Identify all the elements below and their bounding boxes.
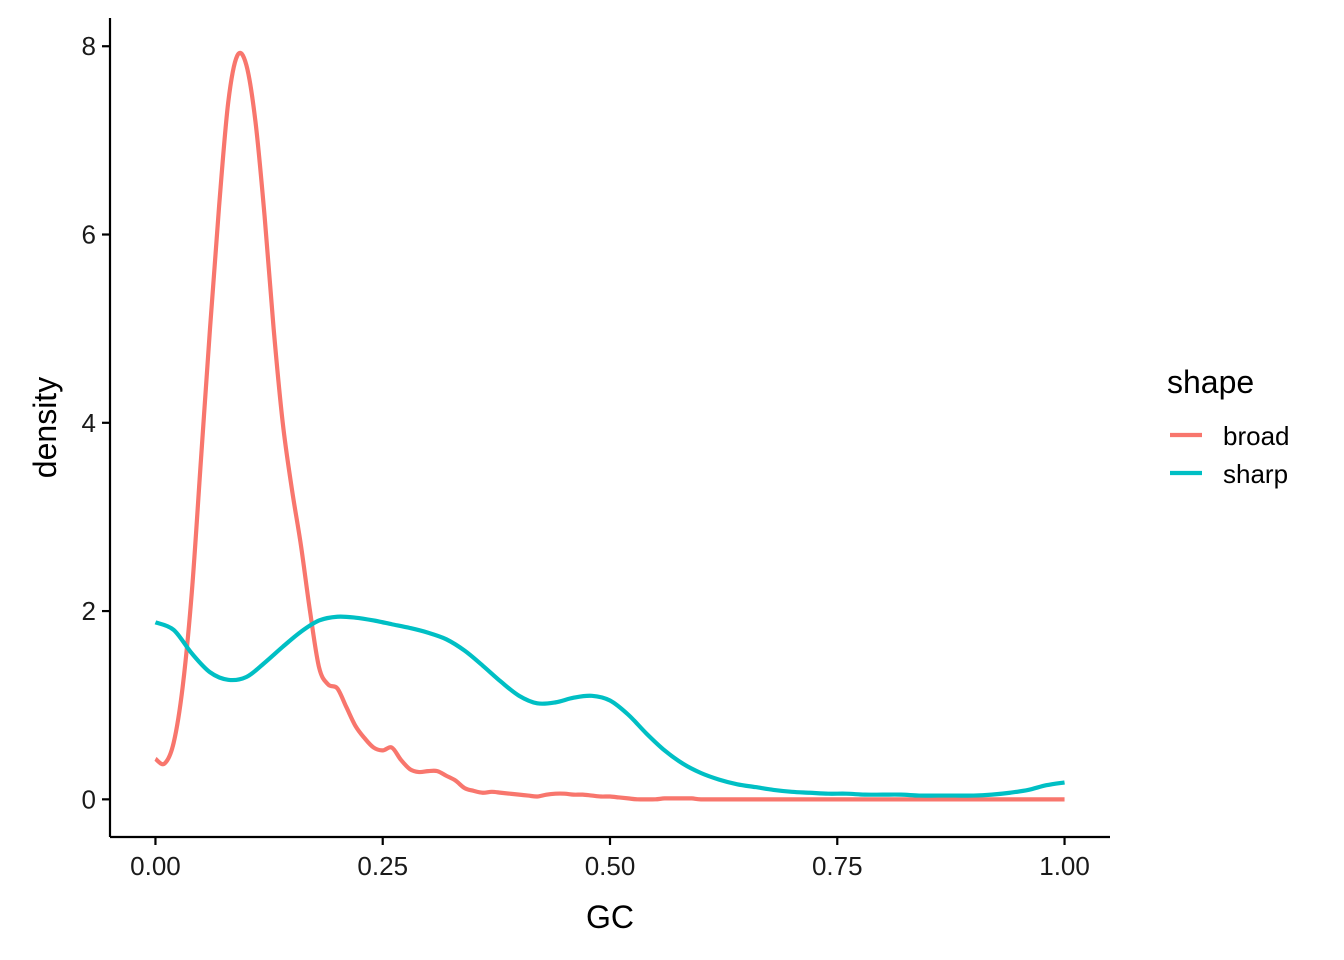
y-tick-label: 4 <box>82 408 96 438</box>
x-tick-label: 0.75 <box>812 851 863 881</box>
legend-title: shape <box>1167 364 1254 400</box>
y-axis-title: density <box>27 377 63 478</box>
legend-label-broad: broad <box>1223 421 1290 451</box>
y-ticks: 0 2 4 6 8 <box>82 31 110 814</box>
x-ticks: 0.00 0.25 0.50 0.75 1.00 <box>130 837 1090 881</box>
y-tick-label: 2 <box>82 596 96 626</box>
x-tick-label: 0.25 <box>357 851 408 881</box>
y-tick-label: 0 <box>82 784 96 814</box>
axes: 0.00 0.25 0.50 0.75 1.00 0 2 4 6 8 <box>82 18 1110 881</box>
legend-items: broad sharp <box>1170 421 1290 489</box>
x-tick-label: 0.00 <box>130 851 181 881</box>
x-tick-label: 1.00 <box>1039 851 1090 881</box>
y-tick-label: 6 <box>82 220 96 250</box>
legend-label-sharp: sharp <box>1223 459 1288 489</box>
x-tick-label: 0.50 <box>585 851 636 881</box>
x-axis-title: GC <box>586 899 634 935</box>
plot-area <box>154 50 1065 802</box>
series-line-broad <box>154 50 1065 802</box>
legend: shape broad sharp <box>1167 364 1290 489</box>
y-tick-label: 8 <box>82 31 96 61</box>
series-line-sharp <box>154 614 1065 798</box>
